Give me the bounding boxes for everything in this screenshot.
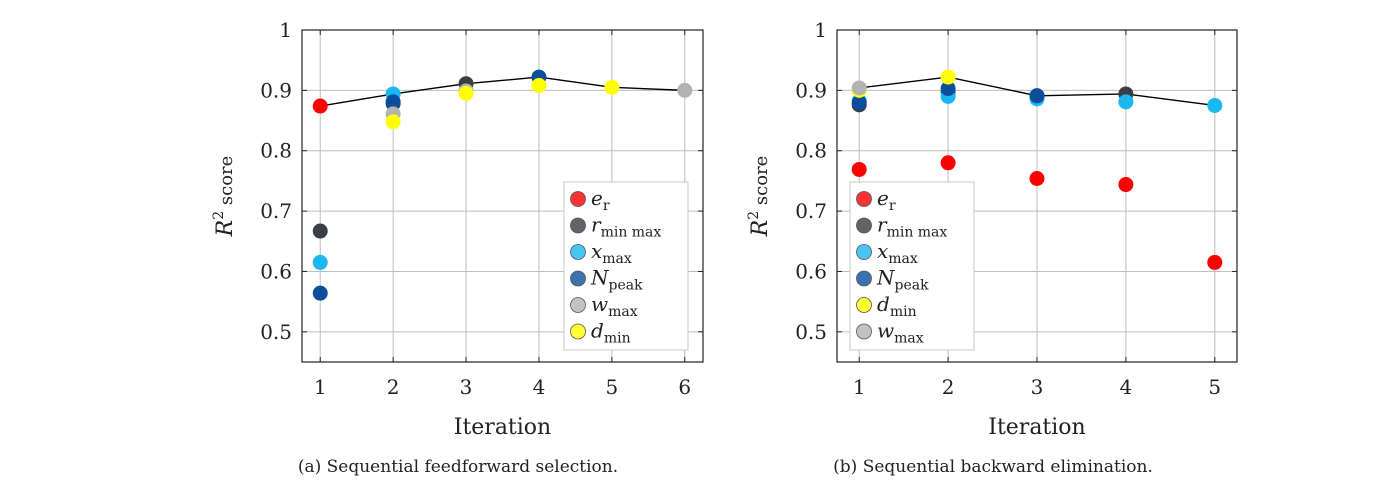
- legend-label-w_max: wmax: [877, 319, 924, 347]
- data-point-N_peak: [312, 285, 328, 301]
- legend-marker-w_max: [570, 297, 586, 313]
- series-w_max: [851, 80, 867, 96]
- x-tick-label: 6: [678, 375, 691, 399]
- ticks: 1 2 3 4 5 6 0.5 0.6 0.7 0.8 0.9 1: [260, 18, 703, 399]
- y-tick-label: 0.5: [260, 320, 292, 344]
- figure-caption: (b) Sequential backward elimination.: [833, 457, 1153, 477]
- x-tick-label: 2: [942, 375, 955, 399]
- data-point-N_peak: [940, 81, 956, 97]
- legend-marker-e_r: [856, 191, 872, 207]
- series-e_r: [312, 98, 328, 114]
- series-N_peak: [851, 81, 1045, 110]
- legend-label-N_peak: Npeak: [590, 266, 643, 294]
- legend-marker-x_max: [570, 244, 586, 260]
- x-axis-label: Iteration: [988, 415, 1085, 440]
- data-point-e_r: [1118, 177, 1134, 193]
- data-point-d_min: [604, 79, 620, 95]
- legend-marker-d_min: [570, 323, 586, 340]
- y-tick-label: 0.9: [795, 78, 827, 102]
- data-point-e_r: [1207, 254, 1223, 270]
- x-axis-label: Iteration: [454, 415, 551, 440]
- y-axis-label: R2 score: [211, 156, 238, 238]
- data-point-w_max: [851, 80, 867, 96]
- data-point-N_peak: [1029, 88, 1045, 104]
- series-N_peak: [312, 69, 547, 301]
- y-tick-label: 0.7: [260, 199, 292, 223]
- legend-marker-d_min: [856, 297, 872, 313]
- data-point-d_min: [458, 85, 474, 101]
- series-e_r: [851, 155, 1223, 270]
- best-score-line: [320, 76, 685, 107]
- x-tick-label: 5: [605, 375, 618, 399]
- data-point-x_max: [312, 254, 328, 270]
- x-tick-label: 4: [533, 375, 546, 399]
- legend-marker-x_max: [856, 244, 872, 260]
- legend-label-r_minmax: rmin max: [591, 213, 661, 241]
- x-tick-label: 4: [1120, 375, 1133, 399]
- x-tick-label: 1: [853, 375, 866, 399]
- ticks: 1 2 3 4 5 0.5 0.6 0.7 0.8 0.9 1: [795, 18, 1237, 399]
- y-tick-label: 0.8: [260, 139, 292, 163]
- legend-label-d_min: dmin: [877, 292, 917, 320]
- chart-2: 1 2 3 4 5 0.5 0.6 0.7 0.8 0.9 1 Iteration R2 score er…: [746, 18, 1238, 477]
- series-r_minmax: [851, 84, 1134, 113]
- x-tick-label: 5: [1208, 375, 1221, 399]
- data-point-d_min: [531, 78, 547, 94]
- data-point-e_r: [940, 155, 956, 171]
- y-tick-label: 1: [279, 18, 292, 42]
- series-d_min: [385, 78, 620, 130]
- legend-box: [563, 181, 689, 351]
- plot-frame: [301, 29, 704, 363]
- data-point-e_r: [312, 98, 328, 114]
- legend-label-x_max: xmax: [877, 239, 918, 267]
- y-tick-label: 0.6: [795, 259, 827, 283]
- y-tick-label: 0.5: [795, 320, 827, 344]
- data-point-d_min: [940, 69, 956, 85]
- legend-label-r_minmax: rmin max: [877, 213, 947, 241]
- legend-label-x_max: xmax: [591, 239, 632, 267]
- legend-marker-N_peak: [570, 270, 586, 287]
- legend-marker-N_peak: [856, 270, 872, 287]
- data-point-N_peak: [851, 94, 867, 110]
- y-tick-label: 0.9: [260, 78, 292, 102]
- data-point-x_max: [1118, 94, 1134, 110]
- y-axis-label: R2 score: [746, 156, 773, 238]
- data-point-w_max: [677, 82, 693, 98]
- x-tick-label: 3: [1031, 375, 1044, 399]
- x-tick-label: 1: [314, 375, 327, 399]
- legend-label-e_r: er: [877, 186, 896, 214]
- legend-label-w_max: wmax: [591, 292, 638, 320]
- y-tick-label: 0.8: [795, 139, 827, 163]
- legend-label-e_r: er: [591, 186, 610, 214]
- y-tick-label: 1: [814, 18, 827, 42]
- legend-label-N_peak: Npeak: [876, 266, 929, 294]
- x-tick-label: 3: [460, 375, 473, 399]
- data-point-d_min: [385, 114, 401, 130]
- legend-marker-e_r: [570, 191, 586, 207]
- y-tick-label: 0.7: [795, 199, 827, 223]
- data-point-e_r: [1029, 170, 1045, 186]
- data-point-e_r: [851, 161, 867, 177]
- series-d_min: [851, 69, 956, 98]
- x-tick-label: 2: [387, 375, 400, 399]
- legend-box: [849, 181, 975, 351]
- data-point-r_minmax: [312, 223, 328, 239]
- data-point-x_max: [1207, 97, 1223, 113]
- legend-marker-r_minmax: [570, 217, 586, 234]
- figure-caption: (a) Sequential feedforward selection.: [298, 457, 618, 477]
- legend-marker-r_minmax: [856, 217, 872, 234]
- legend-label-d_min: dmin: [591, 319, 631, 347]
- y-tick-label: 0.6: [260, 259, 292, 283]
- data-point-N_peak: [385, 94, 401, 110]
- chart-1: 1 2 3 4 5 6 0.5 0.6 0.7 0.8 0.9 1 Iteration R2 score e…: [211, 18, 704, 477]
- legend-marker-w_max: [856, 323, 872, 340]
